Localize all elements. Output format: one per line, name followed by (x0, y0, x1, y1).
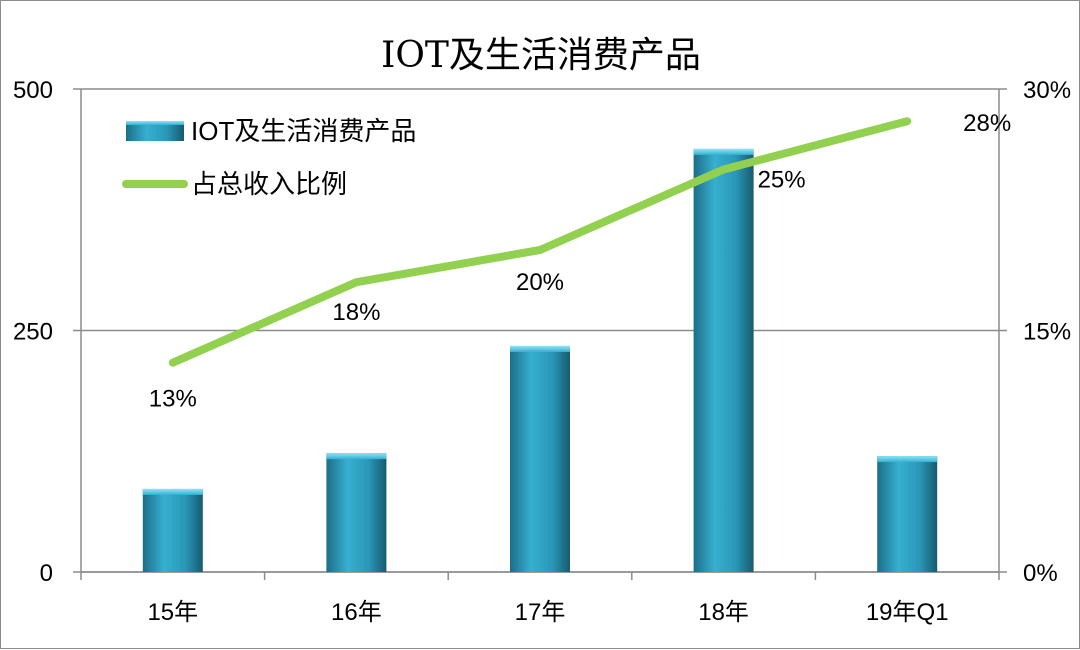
legend-label-bar: IOT及生活消费产品 (191, 116, 416, 146)
y-left-tick-label: 0 (40, 560, 53, 587)
x-tick-label: 19年Q1 (866, 599, 949, 626)
y-left-tick-label: 250 (13, 319, 53, 346)
bar-series (142, 148, 938, 572)
line-data-label: 18% (332, 299, 380, 326)
y-right-tick-label: 30% (1023, 77, 1071, 104)
y-right-tick-label: 0% (1023, 560, 1058, 587)
line-series (168, 117, 912, 367)
legend-bar-swatch (126, 121, 184, 141)
legend-bar-swatch-top (126, 121, 184, 125)
x-tick-label: 15年 (147, 599, 198, 626)
y-right-tick-label: 15% (1023, 319, 1071, 346)
legend-label-line: 占总收入比例 (191, 169, 347, 199)
data-labels: 13% 18% 20% 25% 28% (149, 110, 1011, 413)
line-data-label: 20% (516, 269, 564, 296)
bar (877, 456, 938, 572)
bar (693, 148, 754, 572)
bar-top (877, 456, 938, 463)
bar (510, 345, 570, 572)
line-data-label: 28% (963, 110, 1011, 137)
axes: 0 250 500 0% 15% 30% 15年 16年 17年 18年 19年Q1 (13, 77, 1071, 626)
x-tick-label: 18年 (698, 599, 749, 626)
bar (326, 453, 387, 572)
chart-title: IOT及生活消费产品 (381, 35, 701, 76)
x-tick-label: 16年 (331, 599, 382, 626)
line-data-label: 25% (758, 167, 806, 194)
bar-top (326, 453, 387, 460)
x-tick-label: 17年 (515, 599, 566, 626)
bar-top (142, 488, 203, 495)
legend: IOT及生活消费产品 占总收入比例 (122, 116, 416, 199)
y-left-tick-label: 500 (13, 77, 53, 104)
line-path (168, 117, 912, 367)
bar-top (510, 345, 570, 352)
line-data-label: 13% (149, 386, 197, 413)
bar (142, 488, 203, 572)
bar-top (693, 148, 754, 155)
